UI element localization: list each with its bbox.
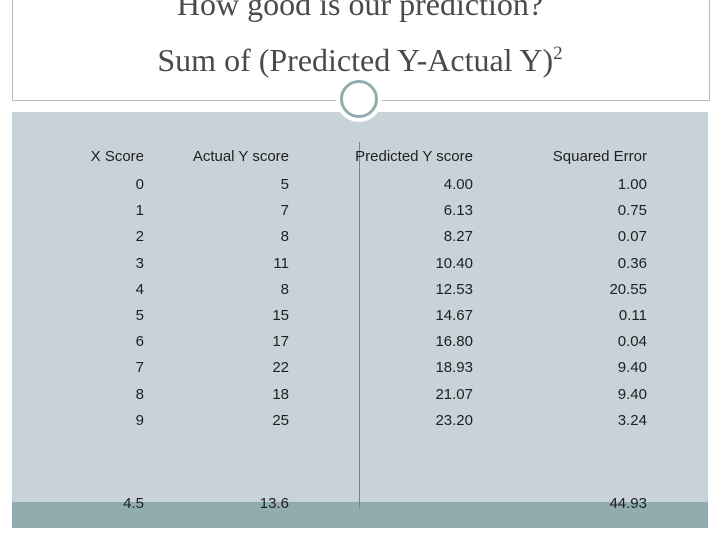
cell-predicted: 14.67 [435, 307, 473, 324]
cell-error: 0.11 [618, 307, 647, 324]
cell-actual: 5 [280, 176, 289, 193]
header-predicted-y: Predicted Y score [355, 148, 473, 165]
column-divider [359, 142, 360, 508]
cell-predicted: 4.00 [443, 176, 473, 193]
header-actual-y: Actual Y score [192, 148, 289, 165]
title-superscript: 2 [553, 43, 563, 64]
content-background [12, 112, 708, 502]
cell-x: 6 [135, 333, 144, 350]
cell-actual: 11 [273, 255, 289, 272]
cell-actual: 15 [272, 307, 289, 324]
cell-x: 0 [135, 176, 144, 193]
cell-error: 3.24 [617, 412, 647, 429]
footer-bar [12, 502, 708, 528]
header-squared-error: Squared Error [552, 148, 647, 165]
cell-x: 7 [135, 359, 144, 376]
cell-error: 0.07 [617, 228, 647, 245]
cell-x: 8 [135, 386, 144, 403]
cell-predicted: 8.27 [443, 228, 473, 245]
slide-title-line-1: How good is our prediction? [176, 0, 544, 22]
summary-sum-squared-error: 44.93 [609, 495, 647, 512]
cell-error: 20.55 [609, 281, 647, 298]
cell-predicted: 6.13 [443, 202, 473, 219]
cell-x: 3 [135, 255, 144, 272]
summary-x-mean: 4.5 [123, 495, 144, 512]
cell-actual: 7 [280, 202, 289, 219]
cell-predicted: 10.40 [435, 255, 473, 272]
cell-actual: 25 [272, 412, 289, 429]
header-x-score: X Score [90, 148, 144, 165]
cell-x: 1 [135, 202, 144, 219]
cell-actual: 8 [280, 281, 289, 298]
cell-x: 9 [135, 412, 144, 429]
cell-actual: 18 [272, 386, 289, 403]
cell-predicted: 18.93 [435, 359, 473, 376]
cell-predicted: 12.53 [435, 281, 473, 298]
cell-predicted: 21.07 [435, 386, 473, 403]
cell-x: 5 [135, 307, 144, 324]
circle-ornament-icon [340, 80, 378, 118]
cell-error: 9.40 [617, 386, 647, 403]
cell-actual: 17 [272, 333, 289, 350]
cell-predicted: 23.20 [435, 412, 473, 429]
cell-predicted: 16.80 [435, 333, 473, 350]
cell-x: 4 [135, 281, 144, 298]
cell-x: 2 [135, 228, 144, 245]
cell-error: 0.04 [617, 333, 647, 350]
cell-error: 9.40 [617, 359, 647, 376]
summary-y-mean: 13.6 [259, 495, 289, 512]
cell-error: 1.00 [617, 176, 647, 193]
slide-title-line-2: Sum of (Predicted Y-Actual Y)2 [0, 36, 720, 78]
cell-actual: 22 [272, 359, 289, 376]
cell-error: 0.36 [617, 255, 647, 272]
cell-actual: 8 [280, 228, 289, 245]
title-line-2-text: Sum of (Predicted Y-Actual Y) [157, 42, 554, 78]
cell-error: 0.75 [617, 202, 647, 219]
